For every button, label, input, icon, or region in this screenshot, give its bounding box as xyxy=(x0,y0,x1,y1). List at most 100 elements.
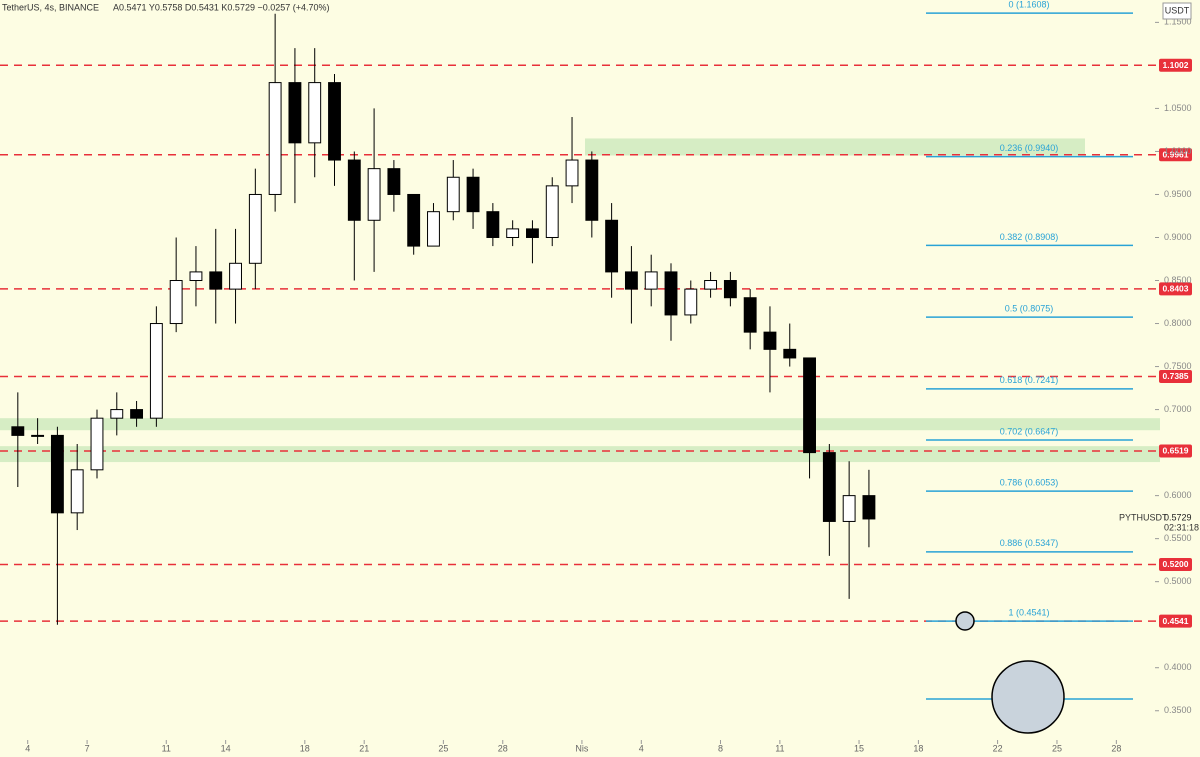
candle-body xyxy=(427,211,440,247)
x-tick-label: 15 xyxy=(854,743,864,753)
candle-body xyxy=(644,271,658,290)
fib-label: 0 (1.1608) xyxy=(1008,0,1049,9)
level-label: 1.1002 xyxy=(1163,60,1189,70)
candle-body xyxy=(70,469,84,514)
candle-body xyxy=(11,426,25,436)
candle-body xyxy=(130,409,144,419)
y-tick-label: 0.9500 xyxy=(1164,189,1192,199)
candle-body xyxy=(209,271,223,290)
candle-body xyxy=(862,495,876,520)
x-tick-label: 28 xyxy=(498,743,508,753)
x-tick-label: 18 xyxy=(913,743,923,753)
candle-body xyxy=(743,297,757,333)
candle-body xyxy=(31,434,45,437)
countdown: 02:31:18 xyxy=(1164,522,1199,532)
x-tick-label: 8 xyxy=(718,743,723,753)
fib-label: 0.5 (0.8075) xyxy=(1005,303,1054,313)
candle-body xyxy=(288,82,302,144)
level-tag xyxy=(1159,444,1192,458)
x-tick-label: Nis xyxy=(575,743,588,753)
zones xyxy=(0,138,1160,463)
level-tag xyxy=(1159,614,1192,628)
y-tick-label: 0.5500 xyxy=(1164,533,1192,543)
candle-body xyxy=(723,280,737,299)
candle-body xyxy=(565,159,579,187)
x-tick-label: 18 xyxy=(300,743,310,753)
candle-body xyxy=(446,176,460,213)
level-tag xyxy=(1159,148,1192,162)
y-tick-label: 1.1500 xyxy=(1164,17,1192,27)
candle-body xyxy=(486,211,500,238)
candle-body xyxy=(466,176,480,213)
y-tick-label: 0.3500 xyxy=(1164,705,1192,715)
candles xyxy=(11,13,876,625)
fib-label: 0.786 (0.6053) xyxy=(1000,477,1059,487)
candle-body xyxy=(842,495,856,522)
currency-box[interactable] xyxy=(1162,2,1192,20)
level-tag xyxy=(1159,369,1192,383)
x-tick-label: 4 xyxy=(639,743,644,753)
candle-body xyxy=(248,193,262,264)
y-tick-label: 0.7500 xyxy=(1164,361,1192,371)
x-tick-label: 4 xyxy=(25,743,30,753)
symbol-label: PYTHUSDT xyxy=(1119,512,1168,522)
candle-body xyxy=(822,452,836,522)
last-price: 0.5729 xyxy=(1164,512,1192,522)
candle-body xyxy=(90,417,104,471)
header-ohlc: A0.5471 Y0.5758 D0.5431 K0.5729 −0.0257 … xyxy=(113,2,330,12)
candle-body xyxy=(110,409,124,419)
fib-label: 0.702 (0.6647) xyxy=(1000,426,1059,436)
zone xyxy=(585,138,1085,156)
level-label: 0.4541 xyxy=(1163,616,1189,626)
candle-body xyxy=(526,228,539,238)
y-tick-label: 1.0000 xyxy=(1164,146,1192,156)
level-label: 0.8403 xyxy=(1163,284,1189,294)
candle-body xyxy=(229,262,242,290)
candle-body xyxy=(308,82,322,144)
fib-label: 1 (0.4541) xyxy=(1008,608,1049,618)
x-tick-label: 11 xyxy=(775,743,784,753)
y-tick-label: 0.9000 xyxy=(1164,232,1192,242)
candle-body xyxy=(763,331,777,350)
candle-body xyxy=(387,168,401,195)
candle-body xyxy=(506,228,520,238)
candle-body xyxy=(328,82,341,161)
y-tick-label: 0.5000 xyxy=(1164,576,1192,586)
header-title: TetherUS, 4s, BINANCE xyxy=(2,2,99,12)
y-tick-label: 0.4000 xyxy=(1164,662,1192,672)
circle-marker xyxy=(955,611,975,631)
x-tick-label: 11 xyxy=(162,743,171,753)
fib-label: 0.886 (0.5347) xyxy=(1000,538,1059,548)
candle-body xyxy=(704,280,718,290)
y-tick-label: 0.8500 xyxy=(1164,275,1192,285)
fib-label: 0.618 (0.7241) xyxy=(1000,375,1059,385)
candle-body xyxy=(783,348,797,359)
y-tick-label: 0.6000 xyxy=(1164,490,1192,500)
candle-body xyxy=(407,193,421,247)
x-tick-label: 21 xyxy=(359,743,369,753)
candle-body xyxy=(149,323,163,419)
candle-body xyxy=(605,219,619,273)
candle-body xyxy=(803,357,816,454)
level-label: 0.7385 xyxy=(1163,371,1189,381)
currency[interactable]: USDT xyxy=(1165,5,1190,15)
level-label: 0.5200 xyxy=(1163,559,1189,569)
level-tag xyxy=(1159,557,1192,571)
candle-body xyxy=(268,82,282,195)
fib-label: 0.382 (0.8908) xyxy=(1000,232,1059,242)
level-label: 0.6519 xyxy=(1163,446,1189,456)
level-tag xyxy=(1159,282,1192,296)
axes: 1.1500 1.0500 1.0000 0.9500 0.9000 0.8500 0.80… xyxy=(25,17,1191,754)
fibonacci: 0 (1.1608) 0.236 (0.9940) 0.382 (0.8908) 0.… xyxy=(926,0,1133,700)
candle-body xyxy=(664,271,678,316)
levels: 1.1002 0.9961 0.8403 0.7385 0.6519 0.5200 0.45… xyxy=(0,58,1192,628)
candle-body xyxy=(50,434,64,514)
candle-body xyxy=(624,271,638,290)
level-tag xyxy=(1159,58,1192,72)
x-tick-label: 28 xyxy=(1111,743,1121,753)
candle-body xyxy=(684,288,698,316)
candle-body xyxy=(367,168,381,221)
x-tick-label: 22 xyxy=(993,743,1003,753)
